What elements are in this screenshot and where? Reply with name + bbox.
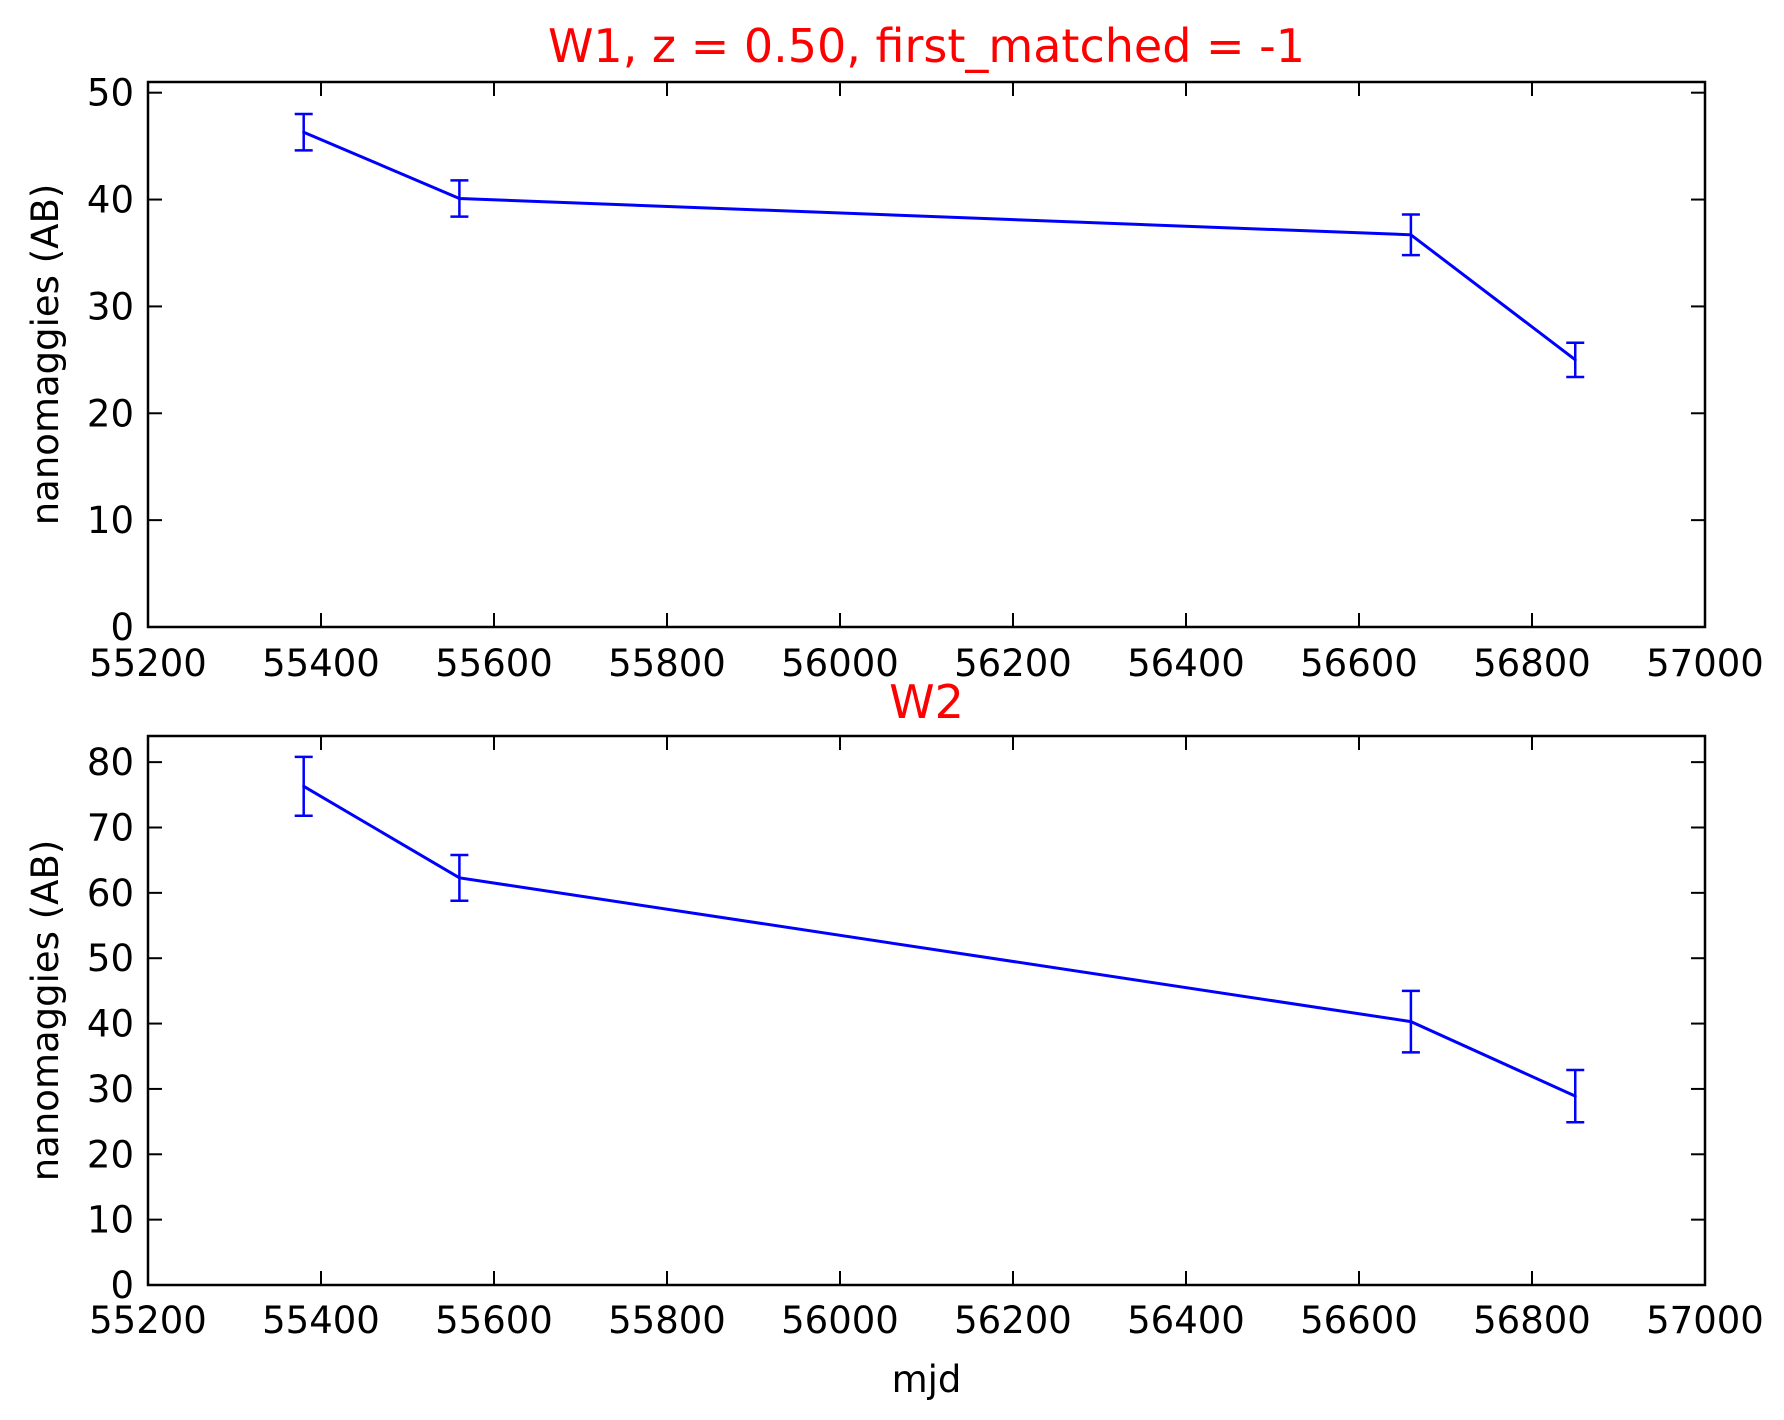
x-tick-label: 55200 — [89, 1299, 207, 1342]
data-point — [302, 130, 306, 134]
x-tick-label: 56200 — [954, 1299, 1072, 1342]
panel-title: W1, z = 0.50, first_matched = -1 — [548, 19, 1305, 73]
y-axis-label: nanomaggies (AB) — [24, 184, 67, 526]
x-tick-label: 55400 — [262, 642, 380, 685]
y-tick-label: 30 — [87, 1068, 134, 1111]
x-tick-label: 55600 — [435, 642, 553, 685]
data-point — [1409, 1020, 1413, 1024]
x-tick-label: 56800 — [1473, 642, 1591, 685]
y-tick-label: 0 — [110, 606, 134, 649]
data-point — [1409, 233, 1413, 237]
data-point — [457, 876, 461, 880]
y-tick-label: 10 — [87, 499, 134, 542]
panel-title: W2 — [889, 675, 964, 729]
data-point — [1573, 358, 1577, 362]
x-tick-label: 56400 — [1127, 642, 1245, 685]
x-tick-label: 56200 — [954, 642, 1072, 685]
data-point — [1573, 1094, 1577, 1098]
panel-2: 55200 55400 55600 55800 56000 56200 56400 56600… — [24, 675, 1764, 1401]
data-point — [302, 784, 306, 788]
panel-1: 55200 55400 55600 55800 56000 56200 56400 56600… — [24, 19, 1764, 685]
y-tick-label: 70 — [87, 807, 134, 850]
y-tick-label: 10 — [87, 1199, 134, 1242]
y-tick-label: 40 — [87, 179, 134, 222]
series-line — [303, 130, 1577, 361]
y-tick-label: 30 — [87, 285, 134, 328]
x-tick-label: 55800 — [608, 1299, 726, 1342]
y-axis-label: nanomaggies (AB) — [24, 840, 67, 1182]
y-tick-label: 50 — [87, 72, 134, 115]
y-tick-label: 20 — [87, 1133, 134, 1176]
x-tick-label: 56600 — [1300, 1299, 1418, 1342]
x-tick-label: 56000 — [781, 642, 899, 685]
x-axis-label: mjd — [892, 1358, 962, 1401]
axes-frame — [146, 80, 1707, 629]
data-point — [457, 196, 461, 200]
x-tick-label: 55400 — [262, 1299, 380, 1342]
x-tick-label: 55200 — [89, 642, 207, 685]
y-tick-label: 80 — [87, 741, 134, 784]
x-tick-label: 57000 — [1646, 642, 1764, 685]
y-tick-label: 50 — [87, 937, 134, 980]
y-tick-label: 0 — [110, 1264, 134, 1307]
y-tick-label: 60 — [87, 872, 134, 915]
x-tick-label: 56000 — [781, 1299, 899, 1342]
x-tick-label: 57000 — [1646, 1299, 1764, 1342]
axes-frame — [146, 734, 1707, 1287]
y-tick-label: 40 — [87, 1003, 134, 1046]
series-line — [302, 785, 1576, 1098]
x-tick-label: 56600 — [1300, 642, 1418, 685]
x-tick-label: 56800 — [1473, 1299, 1591, 1342]
x-tick-label: 55600 — [435, 1299, 553, 1342]
x-tick-label: 56400 — [1127, 1299, 1245, 1342]
y-tick-label: 20 — [87, 392, 134, 435]
x-tick-label: 55800 — [608, 642, 726, 685]
